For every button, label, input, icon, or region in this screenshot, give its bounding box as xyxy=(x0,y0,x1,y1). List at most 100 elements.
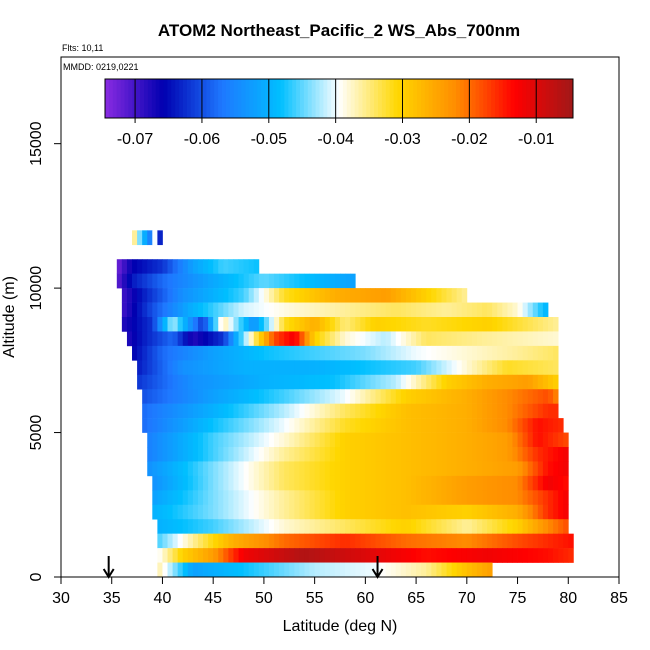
heatmap-cell xyxy=(172,475,179,491)
heatmap-cell xyxy=(517,490,524,506)
heatmap-cell xyxy=(152,447,158,462)
heatmap-cell xyxy=(466,490,473,506)
heatmap-cell xyxy=(553,345,559,361)
heatmap-cell xyxy=(132,302,138,318)
heatmap-cell xyxy=(157,317,163,332)
heatmap-cell xyxy=(522,331,529,347)
heatmap-cell xyxy=(446,317,452,332)
heatmap-cell xyxy=(268,432,275,448)
heatmap-cell xyxy=(365,360,371,376)
heatmap-cell xyxy=(187,490,194,506)
heatmap-cell xyxy=(390,403,397,419)
heatmap-cell xyxy=(390,389,397,404)
heatmap-cell xyxy=(192,389,199,404)
heatmap-cell xyxy=(157,331,163,347)
colorbar-segment xyxy=(132,79,137,118)
heatmap-cell xyxy=(228,360,234,376)
heatmap-cell xyxy=(395,461,402,477)
heatmap-cell xyxy=(324,273,331,289)
colorbar-segment xyxy=(417,79,422,118)
colorbar-segment xyxy=(514,79,519,118)
heatmap-cell xyxy=(471,490,478,506)
heatmap-cell xyxy=(304,461,310,477)
heatmap-cell xyxy=(405,447,412,462)
heatmap-cell xyxy=(223,418,229,433)
heatmap-cell xyxy=(416,447,422,462)
heatmap-cell xyxy=(350,317,356,332)
heatmap-cell xyxy=(441,360,447,376)
heatmap-cell xyxy=(152,302,158,318)
heatmap-cell xyxy=(274,533,280,549)
heatmap-cell xyxy=(340,418,346,433)
heatmap-cell xyxy=(253,519,260,534)
heatmap-cell xyxy=(517,548,524,563)
heatmap-cell xyxy=(253,389,260,404)
heatmap-cell xyxy=(314,288,321,303)
colorbar-segment xyxy=(268,79,274,118)
heatmap-cell xyxy=(411,288,417,303)
heatmap-cell xyxy=(147,230,153,246)
heatmap-cell xyxy=(558,533,564,549)
y-tick-label: 0 xyxy=(28,572,45,581)
heatmap-cell xyxy=(172,374,179,390)
heatmap-cell xyxy=(355,519,361,534)
heatmap-cell xyxy=(431,475,437,491)
heatmap-cell xyxy=(309,273,316,289)
heatmap-cell xyxy=(441,432,447,448)
heatmap-cell xyxy=(253,259,260,274)
heatmap-cell xyxy=(233,403,239,419)
colorbar-segment xyxy=(541,79,547,118)
heatmap-cell xyxy=(289,374,295,390)
heatmap-cell xyxy=(228,432,234,448)
heatmap-cell xyxy=(253,504,260,520)
heatmap-cell xyxy=(258,519,265,534)
heatmap-cell xyxy=(553,519,559,534)
heatmap-cell xyxy=(243,389,250,404)
heatmap-cell xyxy=(116,273,123,289)
heatmap-cell xyxy=(436,562,442,578)
heatmap-cell xyxy=(345,490,351,506)
heatmap-cell xyxy=(400,360,407,376)
heatmap-cell xyxy=(492,374,498,390)
heatmap-cell xyxy=(243,288,250,303)
heatmap-cell xyxy=(284,475,290,491)
heatmap-cell xyxy=(304,562,310,578)
heatmap-cell xyxy=(177,432,184,448)
heatmap-cell xyxy=(532,389,539,404)
heatmap-cell xyxy=(258,317,265,332)
heatmap-cell xyxy=(268,389,275,404)
heatmap-cell xyxy=(400,374,407,390)
heatmap-cell xyxy=(162,331,168,347)
heatmap-cell xyxy=(324,533,331,549)
heatmap-cell xyxy=(476,461,483,477)
heatmap-cell xyxy=(497,302,503,318)
heatmap-cell xyxy=(461,389,468,404)
heatmap-cell xyxy=(431,432,437,448)
heatmap-cell xyxy=(192,475,199,491)
heatmap-cell xyxy=(426,403,432,419)
heatmap-cell xyxy=(203,345,209,361)
colorbar-tick-label: -0.04 xyxy=(317,131,354,148)
heatmap-cell xyxy=(172,533,179,549)
heatmap-cell xyxy=(228,504,234,520)
heatmap-cell xyxy=(177,317,184,332)
heatmap-cell xyxy=(309,403,316,419)
heatmap-cell xyxy=(203,418,209,433)
heatmap-cell xyxy=(182,432,189,448)
heatmap-cell xyxy=(446,403,452,419)
heatmap-cell xyxy=(416,548,422,563)
heatmap-cell xyxy=(436,475,442,491)
colorbar-segment xyxy=(370,79,375,118)
heatmap-cell xyxy=(405,389,412,404)
heatmap-cell xyxy=(309,519,316,534)
heatmap-cell xyxy=(147,345,153,361)
heatmap-cell xyxy=(482,389,488,404)
heatmap-cell xyxy=(319,562,326,578)
heatmap-cell xyxy=(218,461,224,477)
heatmap-cell xyxy=(289,389,295,404)
heatmap-cell xyxy=(304,475,310,491)
heatmap-cell xyxy=(213,504,219,520)
heatmap-cell xyxy=(446,475,452,491)
heatmap-cell xyxy=(471,461,478,477)
heatmap-cell xyxy=(228,345,234,361)
